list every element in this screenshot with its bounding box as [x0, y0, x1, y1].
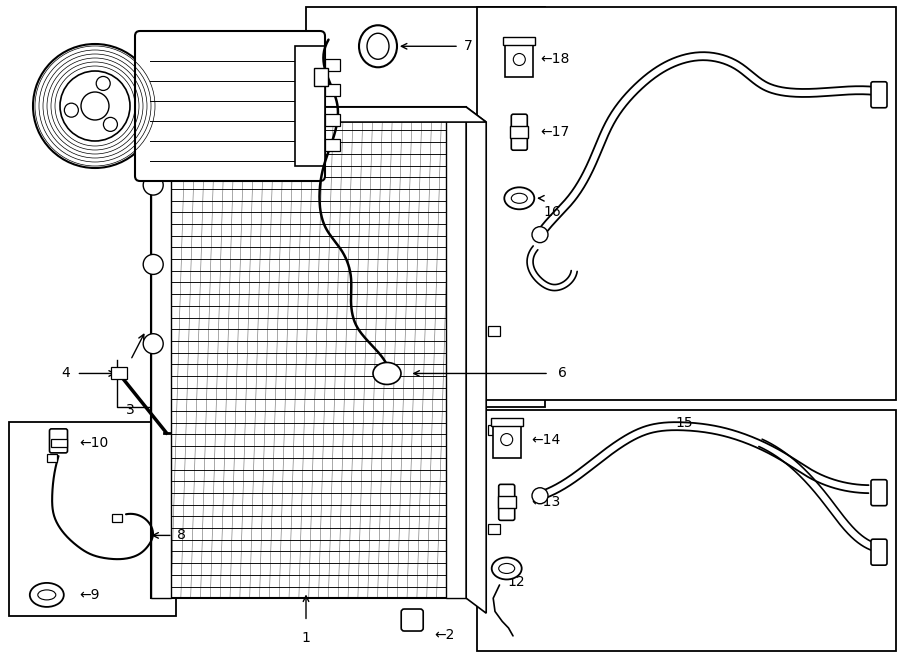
Circle shape — [60, 71, 130, 141]
Circle shape — [500, 434, 513, 446]
FancyBboxPatch shape — [511, 114, 527, 150]
Text: 3: 3 — [126, 403, 135, 417]
Bar — [112, 514, 122, 522]
Circle shape — [532, 488, 548, 504]
Text: 4: 4 — [61, 366, 70, 381]
Text: 5: 5 — [48, 119, 57, 133]
Text: ←13: ←13 — [531, 495, 560, 510]
Text: ←9: ←9 — [79, 588, 100, 602]
Bar — [9, 422, 176, 616]
Circle shape — [33, 44, 157, 168]
Bar — [488, 424, 500, 435]
Ellipse shape — [38, 590, 56, 600]
Bar — [151, 107, 466, 598]
Ellipse shape — [373, 362, 401, 385]
Bar — [477, 410, 896, 651]
Circle shape — [104, 118, 117, 132]
Text: ←14: ←14 — [531, 432, 560, 447]
Bar — [47, 454, 58, 462]
Text: 6: 6 — [558, 366, 567, 381]
Bar — [491, 418, 523, 426]
Bar — [151, 107, 171, 598]
Text: ←2: ←2 — [434, 627, 454, 642]
Bar — [325, 59, 340, 71]
Ellipse shape — [359, 25, 397, 67]
Bar — [488, 524, 500, 534]
Bar — [111, 368, 127, 379]
Bar — [325, 139, 340, 151]
Circle shape — [143, 334, 163, 354]
Bar — [477, 7, 896, 400]
Text: 8: 8 — [177, 528, 186, 543]
Circle shape — [65, 103, 78, 117]
Ellipse shape — [367, 33, 389, 59]
Text: ←17: ←17 — [540, 125, 569, 139]
Text: ←10: ←10 — [79, 436, 108, 450]
FancyBboxPatch shape — [401, 609, 423, 631]
Bar — [446, 107, 466, 598]
Ellipse shape — [504, 187, 535, 210]
Bar — [488, 325, 500, 336]
Circle shape — [81, 92, 109, 120]
Bar — [503, 38, 536, 46]
Polygon shape — [466, 107, 486, 613]
Bar — [492, 422, 521, 457]
Text: ←18: ←18 — [540, 52, 570, 67]
FancyBboxPatch shape — [871, 539, 887, 565]
Bar — [306, 7, 545, 407]
Bar — [314, 68, 328, 86]
Text: 1: 1 — [302, 631, 310, 645]
Bar — [498, 496, 516, 508]
Ellipse shape — [30, 583, 64, 607]
FancyBboxPatch shape — [499, 485, 515, 520]
Bar — [325, 114, 340, 126]
Bar — [50, 439, 67, 447]
Text: 16: 16 — [544, 205, 562, 219]
Ellipse shape — [491, 557, 522, 580]
Polygon shape — [151, 107, 486, 122]
Circle shape — [532, 227, 548, 243]
Text: 12: 12 — [508, 575, 526, 589]
Ellipse shape — [511, 193, 527, 204]
FancyBboxPatch shape — [871, 82, 887, 108]
Text: 15: 15 — [675, 416, 693, 430]
Circle shape — [143, 254, 163, 274]
FancyBboxPatch shape — [50, 429, 68, 453]
Ellipse shape — [499, 563, 515, 574]
Bar — [295, 46, 325, 166]
Circle shape — [143, 175, 163, 195]
FancyBboxPatch shape — [871, 480, 887, 506]
Circle shape — [513, 54, 526, 65]
Bar — [505, 42, 534, 77]
Bar — [510, 126, 528, 138]
Circle shape — [96, 77, 110, 91]
Text: 7: 7 — [464, 39, 472, 54]
Bar — [325, 84, 340, 96]
FancyBboxPatch shape — [135, 31, 325, 181]
